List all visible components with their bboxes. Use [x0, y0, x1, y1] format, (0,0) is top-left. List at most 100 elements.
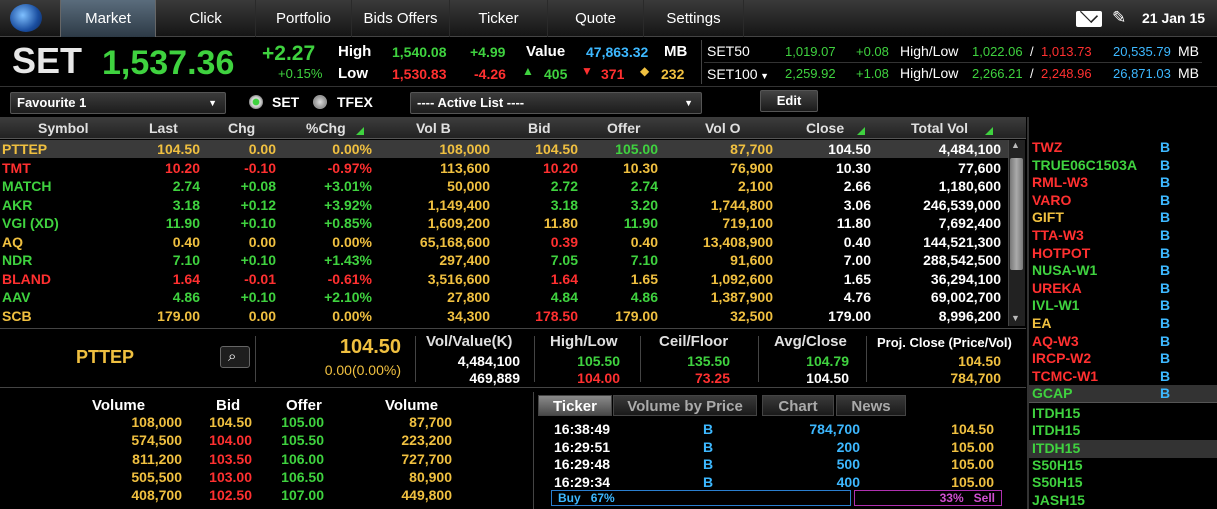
cell-chg: -0.01: [244, 270, 276, 287]
sidebar-derivative[interactable]: S50H15: [1032, 474, 1083, 491]
sub-index-name[interactable]: SET50: [707, 43, 750, 59]
tab-bids-offers[interactable]: Bids Offers: [352, 0, 450, 37]
table-row[interactable]: BLAND 1.64 -0.01 -0.61% 3,516,600 1.64 1.65 1,0…: [0, 270, 1008, 288]
sub-index-chg: +0.08: [856, 44, 889, 59]
bo-bid: 103.00: [209, 468, 252, 485]
tab-quote[interactable]: Quote: [548, 0, 644, 37]
sidebar-derivative[interactable]: ITDH15: [1032, 405, 1081, 421]
col-close[interactable]: Close: [806, 120, 845, 136]
sidebar-symbol[interactable]: EA: [1032, 315, 1052, 331]
table-row[interactable]: VGI (XD) 11.90 +0.10 +0.85% 1,609,200 11.80 11…: [0, 214, 1008, 232]
sub-index-low: 1,013.73: [1041, 44, 1092, 59]
sell-label: Sell: [973, 491, 995, 505]
sidebar-symbol[interactable]: TWZ: [1032, 139, 1063, 155]
cell-bid: 1.64: [550, 270, 578, 287]
col-pct-chg[interactable]: %Chg: [306, 120, 346, 136]
tab-click[interactable]: Click: [156, 0, 256, 37]
col-bid[interactable]: Bid: [528, 120, 551, 136]
sidebar-symbol[interactable]: TCMC-W1: [1032, 367, 1099, 384]
sidebar-symbol[interactable]: IRCP-W2: [1032, 350, 1092, 367]
tab-ticker[interactable]: Ticker: [450, 0, 548, 37]
tab-ticker-panel[interactable]: Ticker: [538, 395, 612, 416]
cell-volo: 32,500: [730, 307, 773, 324]
col-last[interactable]: Last: [149, 120, 178, 136]
table-row[interactable]: NDR 7.10 +0.10 +1.43% 297,400 7.05 7.10 91,600 7…: [0, 251, 1008, 269]
cell-volb: 113,600: [440, 159, 490, 176]
cell-volo: 87,700: [730, 141, 773, 157]
selected-row-highlight: [1029, 439, 1217, 458]
tab-market[interactable]: Market: [60, 0, 156, 37]
cell-pct: +1.43%: [324, 252, 372, 268]
scroll-thumb[interactable]: [1010, 158, 1023, 270]
ticker-side: B: [703, 456, 714, 472]
table-row[interactable]: TMT 10.20 -0.10 -0.97% 113,600 10.20 10.30 76,9…: [0, 159, 1008, 177]
sub-index-name[interactable]: SET100 ▼: [707, 66, 770, 82]
table-row[interactable]: AAV 4.86 +0.10 +2.10% 27,800 4.84 4.86 1,387,90…: [0, 288, 1008, 306]
mail-icon[interactable]: [1076, 11, 1102, 27]
tab-portfolio[interactable]: Portfolio: [256, 0, 352, 37]
radio-tfex[interactable]: [313, 95, 327, 109]
table-row[interactable]: PTTEP 104.50 0.00 0.00% 108,000 104.50 105.00 8…: [0, 140, 1008, 158]
sidebar-symbol[interactable]: HOTPOT: [1032, 244, 1091, 261]
sidebar-symbol[interactable]: AQ-W3: [1032, 332, 1079, 349]
tab-settings[interactable]: Settings: [644, 0, 744, 37]
table-row[interactable]: SCB 179.00 0.00 0.00% 34,300 178.50 179.00 32,5…: [0, 307, 1008, 325]
tab-chart[interactable]: Chart: [762, 395, 834, 416]
bo-bid: 104.50: [209, 414, 252, 430]
sidebar-symbol[interactable]: TRUE06C1503A: [1032, 156, 1138, 173]
cell-last: 4.86: [172, 289, 200, 305]
ticker-time: 16:29:48: [554, 456, 611, 472]
sidebar-symbol[interactable]: GCAP: [1032, 385, 1073, 402]
sidebar-symbol[interactable]: GIFT: [1032, 209, 1064, 226]
col-total-vol[interactable]: Total Vol: [911, 120, 969, 136]
table-row[interactable]: AQ 0.40 0.00 0.00% 65,168,600 0.39 0.40 13,408,…: [0, 233, 1008, 251]
detail-ceil: 135.50: [687, 353, 730, 369]
cell-chg: -0.10: [244, 159, 276, 176]
sidebar-symbol[interactable]: RML-W3: [1032, 174, 1088, 191]
col-symbol[interactable]: Symbol: [38, 120, 89, 136]
col-vol-b[interactable]: Vol B: [416, 120, 451, 136]
table-row[interactable]: AKR 3.18 +0.12 +3.92% 1,149,400 3.18 3.20 1,744…: [0, 196, 1008, 214]
edit-button[interactable]: Edit: [760, 90, 818, 112]
market-ticker-sidebar: [1027, 117, 1217, 509]
sort-icon: [356, 127, 364, 135]
active-list-dropdown[interactable]: ---- Active List ---- ▼: [410, 92, 702, 114]
bo-offer: 106.50: [281, 468, 324, 485]
tab-news[interactable]: News: [836, 395, 906, 416]
radio-set[interactable]: [249, 95, 263, 109]
search-button[interactable]: ⌕: [220, 346, 250, 368]
detail-avg: 104.79: [806, 353, 849, 369]
col-chg[interactable]: Chg: [228, 120, 256, 136]
sidebar-derivative[interactable]: ITDH15: [1032, 439, 1081, 456]
sidebar-symbol[interactable]: VARO: [1032, 191, 1072, 208]
cell-sym: PTTEP: [2, 141, 48, 157]
scroll-down-icon[interactable]: ▼: [1011, 313, 1020, 323]
unchanged-count: 232: [661, 66, 685, 82]
sidebar-symbol[interactable]: NUSA-W1: [1032, 262, 1098, 279]
cell-bid: 4.84: [550, 289, 578, 305]
sidebar-symbol[interactable]: TTA-W3: [1032, 227, 1084, 243]
sidebar-derivative[interactable]: ITDH15: [1032, 422, 1081, 439]
sidebar-side: B: [1160, 367, 1171, 384]
scroll-up-icon[interactable]: ▲: [1011, 140, 1020, 150]
bo-bid: 104.00: [209, 432, 252, 449]
col-vol-o[interactable]: Vol O: [705, 120, 741, 136]
app-logo-icon[interactable]: [10, 4, 42, 32]
cell-offer: 11.90: [623, 215, 658, 231]
tab-volume-by-price[interactable]: Volume by Price: [613, 395, 757, 416]
sidebar-derivative[interactable]: JASH15: [1032, 491, 1085, 508]
ticker-vol: 400: [836, 473, 860, 490]
cell-sym: MATCH: [2, 178, 52, 194]
cell-chg: 0.00: [248, 141, 276, 157]
cell-offer: 2.74: [630, 178, 658, 194]
buy-ratio-bar: Buy 67%: [551, 490, 851, 506]
col-offer[interactable]: Offer: [607, 120, 641, 136]
table-row[interactable]: MATCH 2.74 +0.08 +3.01% 50,000 2.72 2.74 2,100 2…: [0, 177, 1008, 195]
pen-icon[interactable]: ✎: [1112, 8, 1127, 27]
bo-ovol: 449,800: [401, 487, 452, 504]
sidebar-symbol[interactable]: UREKA: [1032, 279, 1082, 296]
favourite-dropdown[interactable]: Favourite 1 ▼: [10, 92, 226, 114]
sidebar-symbol[interactable]: IVL-W1: [1032, 297, 1080, 314]
sidebar-derivative[interactable]: S50H15: [1032, 456, 1083, 473]
cell-volb: 1,149,400: [427, 196, 490, 213]
